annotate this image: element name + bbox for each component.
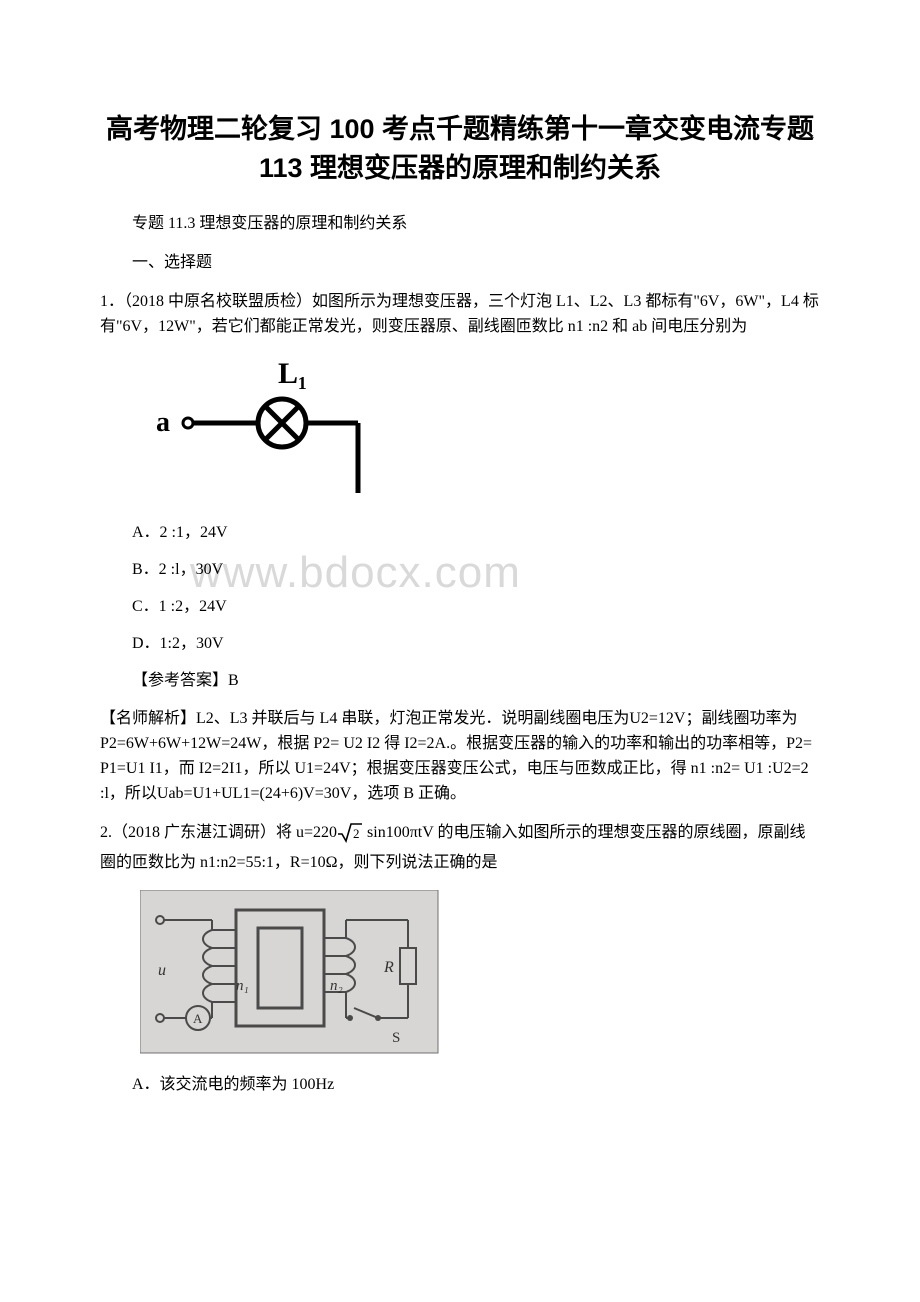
q2-fig-u-label: u <box>158 962 166 979</box>
q1-fig-L1-label: L₁ <box>278 357 307 390</box>
q1-optA: A．2 :1，24V <box>100 521 820 546</box>
q2-fig-S-label: S <box>392 1030 400 1046</box>
q1-optB: B．2 :l，30V <box>100 558 820 583</box>
q2-fig-A-label: A <box>193 1011 203 1026</box>
q1-optD: D．1:2，30V <box>100 632 820 657</box>
section-heading: 一、选择题 <box>100 251 820 276</box>
q1-figure: L₁ a <box>140 353 820 503</box>
q2-optA: A．该交流电的频率为 100Hz <box>100 1073 820 1098</box>
q1-answer: 【参考答案】B <box>100 669 820 694</box>
svg-text:2: 2 <box>353 826 360 841</box>
q2-stem-pre: 2.（2018 广东湛江调研）将 u=220 <box>100 824 337 841</box>
page-title: 高考物理二轮复习 100 考点千题精练第十一章交变电流专题 113 理想变压器的… <box>100 110 820 188</box>
q1-optC: C．1 :2，24V <box>100 595 820 620</box>
q2-fig-R-label: R <box>383 959 394 976</box>
q2-options: A．该交流电的频率为 100Hz <box>100 1073 820 1098</box>
q1-explain: 【名师解析】L2、L3 并联后与 L4 串联，灯泡正常发光．说明副线圈电压为U2… <box>100 707 820 806</box>
q1-stem: 1．（2018 中原名校联盟质检）如图所示为理想变压器，三个灯泡 L1、L2、L… <box>100 290 820 340</box>
q2-fig-n1-label: n₁ <box>236 978 249 994</box>
sqrt2-icon: 2 <box>337 821 363 852</box>
q2-stem: 2.（2018 广东湛江调研）将 u=2202 sin100πtV 的电压输入如… <box>100 821 820 877</box>
subtitle: 专题 11.3 理想变压器的原理和制约关系 <box>100 212 820 237</box>
q1-fig-a-label: a <box>156 407 170 438</box>
q1-options: A．2 :1，24V www.bdocx.com B．2 :l，30V C．1 … <box>100 521 820 656</box>
q2-figure: A u n₁ <box>140 890 820 1055</box>
q2-fig-n2-label: n₂ <box>330 978 343 994</box>
